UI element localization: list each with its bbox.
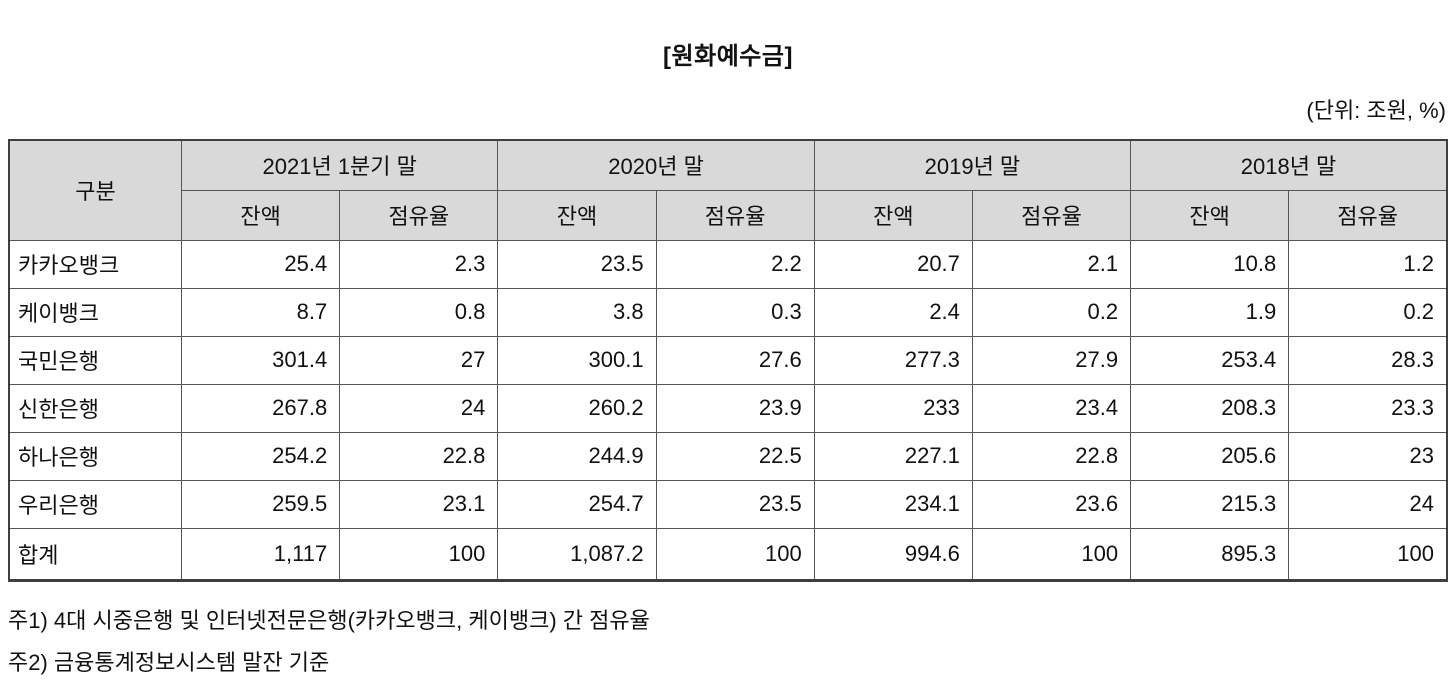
value-cell: 27.6 (655, 335, 815, 385)
bank-name-cell: 국민은행 (8, 335, 183, 385)
value-cell: 25.4 (181, 239, 341, 289)
value-cell: 253.4 (1130, 335, 1290, 385)
value-cell: 227.1 (813, 431, 973, 481)
table-row: 신한은행 267.8 24 260.2 23.9 233 23.4 208.3 23.3 (8, 383, 1448, 433)
value-cell: 23.6 (971, 479, 1132, 529)
subheader-balance: 잔액 (813, 189, 973, 241)
value-cell: 0.3 (655, 287, 815, 337)
value-cell: 23.1 (339, 479, 499, 529)
value-cell: 23 (1288, 431, 1448, 481)
value-cell: 1,117 (181, 527, 341, 581)
value-cell: 205.6 (1130, 431, 1290, 481)
value-cell: 23.3 (1288, 383, 1448, 433)
subheader-share: 점유율 (655, 189, 815, 241)
subheader-balance: 잔액 (497, 189, 657, 241)
value-cell: 3.8 (497, 287, 657, 337)
header-row-subcolumns: 잔액 점유율 잔액 점유율 잔액 점유율 잔액 점유율 (9, 189, 1448, 241)
subheader-balance: 잔액 (181, 189, 341, 241)
deposit-table: 구분 2021년 1분기 말 2020년 말 2019년 말 2018년 말 잔… (8, 139, 1448, 582)
footnotes: 주1) 4대 시중은행 및 인터넷전문은행(카카오뱅크, 케이뱅크) 간 점유율… (8, 600, 1448, 686)
value-cell: 27.9 (971, 335, 1132, 385)
value-cell: 23.4 (971, 383, 1132, 433)
value-cell: 0.2 (1288, 287, 1448, 337)
column-header-2018: 2018년 말 (1130, 139, 1448, 191)
table-body: 카카오뱅크 25.4 2.3 23.5 2.2 20.7 2.1 10.8 1.2 케이뱅크 8.7… (8, 239, 1448, 581)
value-cell: 28.3 (1288, 335, 1448, 385)
value-cell: 24 (339, 383, 499, 433)
value-cell: 2.2 (655, 239, 815, 289)
value-cell: 23.5 (655, 479, 815, 529)
value-cell: 23.5 (497, 239, 657, 289)
header-row-periods: 구분 2021년 1분기 말 2020년 말 2019년 말 2018년 말 (8, 139, 1448, 241)
subheader-share: 점유율 (971, 189, 1132, 241)
value-cell: 244.9 (497, 431, 657, 481)
value-cell: 100 (339, 527, 499, 581)
value-cell: 2.3 (339, 239, 499, 289)
table-row: 하나은행 254.2 22.8 244.9 22.5 227.1 22.8 205.6 23 (8, 431, 1448, 481)
column-header-2019: 2019년 말 (813, 139, 1132, 191)
footnote-2: 주2) 금융통계정보시스템 말잔 기준 (8, 650, 330, 676)
value-cell: 1.2 (1288, 239, 1448, 289)
value-cell: 300.1 (497, 335, 657, 385)
subheader-share: 점유율 (1288, 189, 1448, 241)
value-cell: 0.2 (971, 287, 1132, 337)
table-row: 국민은행 301.4 27 300.1 27.6 277.3 27.9 253.4 28.3 (8, 335, 1448, 385)
value-cell: 0.8 (339, 287, 499, 337)
value-cell: 2.4 (813, 287, 973, 337)
value-cell: 22.8 (971, 431, 1132, 481)
value-cell: 260.2 (497, 383, 657, 433)
table-row: 우리은행 259.5 23.1 254.7 23.5 234.1 23.6 215.3 24 (8, 479, 1448, 529)
bank-name-cell: 우리은행 (8, 479, 183, 529)
value-cell: 100 (1288, 527, 1448, 581)
value-cell: 254.2 (181, 431, 341, 481)
value-cell: 208.3 (1130, 383, 1290, 433)
subheader-share: 점유율 (339, 189, 499, 241)
value-cell: 22.8 (339, 431, 499, 481)
value-cell: 1,087.2 (497, 527, 657, 581)
value-cell: 301.4 (181, 335, 341, 385)
value-cell: 233 (813, 383, 973, 433)
footnote-1: 주1) 4대 시중은행 및 인터넷전문은행(카카오뱅크, 케이뱅크) 간 점유율 (8, 607, 650, 633)
value-cell: 2.1 (971, 239, 1132, 289)
value-cell: 215.3 (1130, 479, 1290, 529)
unit-note: (단위: 조원, %) (1306, 98, 1446, 123)
page-title: [원화예수금] (663, 43, 793, 70)
value-cell: 23.9 (655, 383, 815, 433)
value-cell: 100 (655, 527, 815, 581)
value-cell: 10.8 (1130, 239, 1290, 289)
value-cell: 8.7 (181, 287, 341, 337)
value-cell: 24 (1288, 479, 1448, 529)
value-cell: 234.1 (813, 479, 973, 529)
value-cell: 1.9 (1130, 287, 1290, 337)
value-cell: 895.3 (1130, 527, 1290, 581)
value-cell: 267.8 (181, 383, 341, 433)
value-cell: 27 (339, 335, 499, 385)
value-cell: 22.5 (655, 431, 815, 481)
table-row: 합계 1,117 100 1,087.2 100 994.6 100 895.3 100 (8, 527, 1448, 581)
subheader-balance: 잔액 (1130, 189, 1290, 241)
value-cell: 20.7 (813, 239, 973, 289)
column-header-2020: 2020년 말 (497, 139, 815, 191)
value-cell: 277.3 (813, 335, 973, 385)
bank-name-cell: 신한은행 (8, 383, 183, 433)
bank-name-cell: 케이뱅크 (8, 287, 183, 337)
column-header-gubun: 구분 (8, 139, 183, 241)
bank-name-cell: 하나은행 (8, 431, 183, 481)
table-row: 카카오뱅크 25.4 2.3 23.5 2.2 20.7 2.1 10.8 1.2 (8, 239, 1448, 289)
value-cell: 259.5 (181, 479, 341, 529)
bank-name-cell: 카카오뱅크 (8, 239, 183, 289)
value-cell: 100 (971, 527, 1132, 581)
value-cell: 994.6 (813, 527, 973, 581)
column-header-2021q1: 2021년 1분기 말 (181, 139, 499, 191)
table-row: 케이뱅크 8.7 0.8 3.8 0.3 2.4 0.2 1.9 0.2 (8, 287, 1448, 337)
value-cell: 254.7 (497, 479, 657, 529)
bank-name-cell: 합계 (8, 527, 183, 581)
